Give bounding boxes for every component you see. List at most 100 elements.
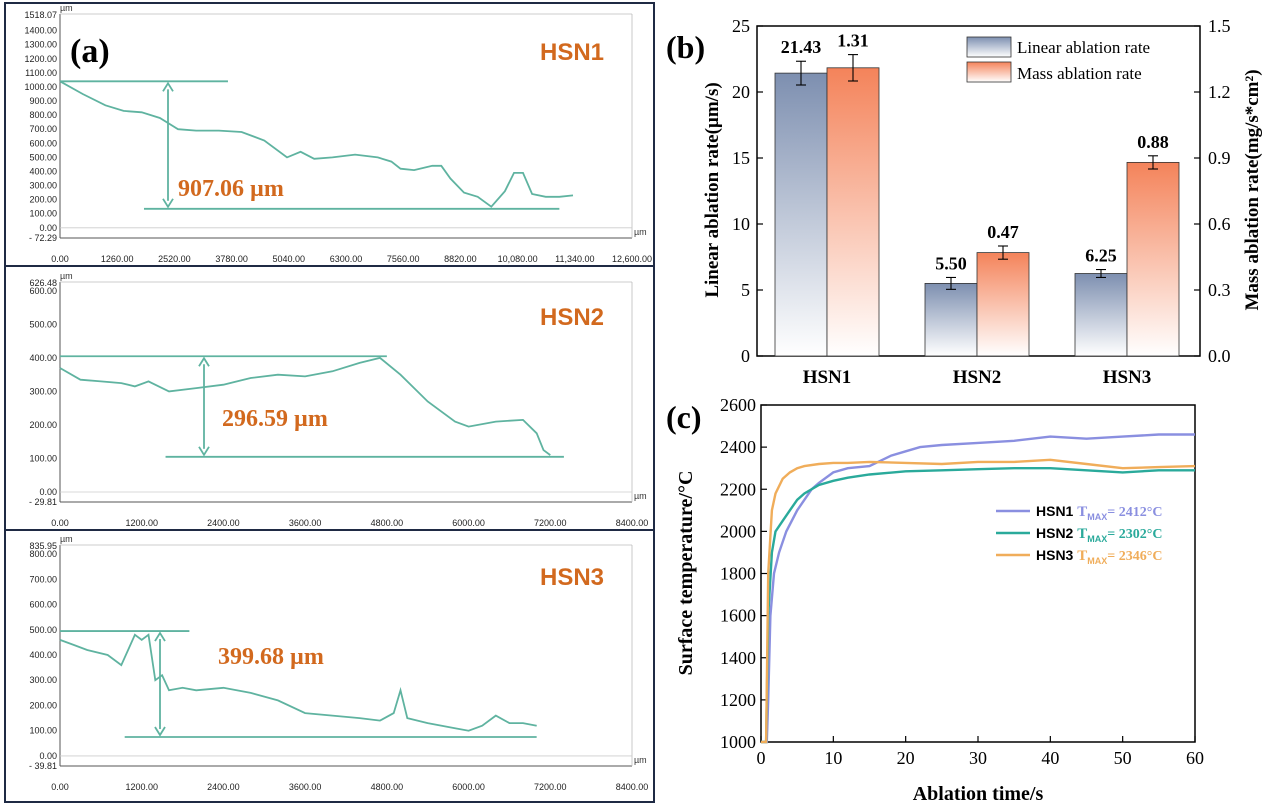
profile-x-tick-label: 8400.00 (616, 782, 649, 792)
depth-value-label: 399.68 µm (218, 644, 324, 670)
temp-x-tick-label: 60 (1186, 748, 1204, 768)
profile-y-tick-label: 600.00 (29, 600, 57, 610)
profile-x-tick-label: 1260.00 (101, 254, 134, 264)
profile-y-tick-label: 200.00 (29, 195, 57, 205)
bar-y2-axis-label: Mass ablation rate(mg/s*cm²) (1242, 69, 1263, 310)
profile-line (59, 80, 574, 208)
profile-y-unit: µm (60, 534, 73, 544)
temp-y-tick-label: 1800 (720, 564, 756, 584)
profile-hsn3: µmµm835.95800.00700.00600.00500.00400.00… (29, 534, 648, 792)
panel-b: (b) 0 5 10 15 20 25 0.0 0.3 0.6 0.9 1.2 1.5 HSN1 21.4… (666, 16, 1263, 388)
temp-x-tick-label: 0 (757, 748, 766, 768)
bar-category-label: HSN1 (803, 367, 852, 388)
profile-y-unit: µm (60, 3, 73, 13)
bar-value-label: 0.47 (987, 222, 1019, 242)
legend-label-linear: Linear ablation rate (1017, 38, 1150, 57)
profile-x-tick-label: 1200.00 (125, 518, 158, 528)
bar-y-tick-label: 15 (732, 148, 750, 168)
temp-x-axis-label: Ablation time/s (913, 783, 1044, 805)
profile-y-tick-label: 1100.00 (25, 68, 57, 78)
profile-y-tick-label: 200.00 (29, 700, 57, 710)
profile-x-tick-label: 3600.00 (289, 518, 322, 528)
profile-x-unit: µm (634, 227, 647, 237)
profile-y-tick-label: 100.00 (29, 726, 57, 736)
profile-y-tick-label: 0.00 (39, 487, 57, 497)
profile-y-tick-label: 500.00 (29, 319, 57, 329)
profile-y-tick-label: 300.00 (29, 675, 57, 685)
profile-x-tick-label: 0.00 (51, 518, 69, 528)
profile-y-tick-label: 600.00 (29, 286, 57, 296)
profile-x-tick-label: 8400.00 (616, 518, 649, 528)
panel-c: (c) 1000 1200 1400 1600 1800 2000 2200 2400 2600… (666, 395, 1204, 805)
profile-x-tick-label: 3600.00 (289, 782, 322, 792)
profile-y-tick-label: 0.00 (39, 751, 57, 761)
panel-a: (a) µmµm1518.071400.001300.001200.001100… (4, 2, 655, 803)
profile-y-tick-label: 300.00 (29, 181, 57, 191)
bar-chart: 0 5 10 15 20 25 0.0 0.3 0.6 0.9 1.2 1.5 HSN1 21.43 1.3… (732, 16, 1231, 388)
profile-y-tick-label: 0.00 (39, 223, 57, 233)
bar-value-label: 21.43 (781, 37, 822, 57)
profile-y-tick-label: 500.00 (29, 625, 57, 635)
profile-ymax-label: 835.95 (29, 541, 57, 551)
profile-x-tick-label: 2520.00 (158, 254, 191, 264)
temp-x-tick-label: 40 (1041, 748, 1059, 768)
temp-y-tick-label: 2000 (720, 521, 756, 541)
profile-y-tick-label: 700.00 (29, 124, 57, 134)
profile-y-tick-label: 600.00 (29, 138, 57, 148)
profile-y-tick-label: 900.00 (29, 96, 57, 106)
profile-ymin-label: - 29.81 (29, 497, 57, 507)
profile-x-tick-label: 6000.00 (452, 518, 485, 528)
temp-y-tick-label: 1200 (720, 690, 756, 710)
profile-x-tick-label: 4800.00 (371, 782, 404, 792)
bar-linear-hsn2 (924, 282, 978, 357)
bar-category-label: HSN3 (1103, 367, 1152, 388)
temp-y-tick-label: 1000 (720, 732, 756, 752)
profile-x-tick-label: 4800.00 (371, 518, 404, 528)
depth-arrow-head-bottom (198, 446, 210, 457)
profile-y-tick-label: 800.00 (29, 110, 57, 120)
panel-a-frame (4, 2, 655, 803)
bar-value-label: 0.88 (1137, 132, 1169, 152)
profile-x-tick-label: 3780.00 (215, 254, 248, 264)
profile-x-tick-label: 8820.00 (444, 254, 477, 264)
bar-mass-hsn3 (1126, 161, 1180, 357)
bar-y-tick-label: 20 (732, 82, 750, 102)
legend-label-hsn3: HSN3 TMAX= 2346°C (1036, 547, 1162, 566)
temp-x-tick-label: 50 (1114, 748, 1132, 768)
legend-label-hsn1: HSN1 TMAX= 2412°C (1036, 503, 1162, 522)
temp-line-hsn1 (761, 433, 1195, 744)
profile-y-tick-label: 1300.00 (24, 40, 57, 50)
profile-charts: µmµm1518.071400.001300.001200.001100.001… (24, 3, 652, 792)
bar-y-tick-label: 25 (732, 16, 750, 36)
depth-arrow-head-bottom (154, 726, 166, 737)
panel-a-label: (a) (70, 33, 110, 70)
profile-y-tick-label: 100.00 (29, 209, 57, 219)
temp-y-axis-label: Surface temperature/°C (675, 471, 697, 676)
temp-y-tick-label: 1400 (720, 648, 756, 668)
bar-category-label: HSN2 (953, 367, 1002, 388)
panel-b-label: (b) (666, 29, 705, 65)
temp-y-tick-label: 1600 (720, 606, 756, 626)
profile-x-unit: µm (634, 755, 647, 765)
profile-y-tick-label: 1400.00 (24, 26, 57, 36)
profile-ymin-label: - 72.29 (29, 233, 57, 243)
profile-y-tick-label: 400.00 (29, 166, 57, 176)
legend-label-mass: Mass ablation rate (1017, 64, 1142, 83)
bar-value-label: 5.50 (935, 253, 967, 273)
bar-mass-hsn1 (826, 67, 880, 357)
profile-hsn1: µmµm1518.071400.001300.001200.001100.001… (24, 3, 652, 264)
bar-value-label: 6.25 (1085, 246, 1117, 266)
profile-y-unit: µm (60, 271, 73, 281)
legend-swatch-mass (966, 61, 1012, 83)
sample-name-label: HSN1 (540, 39, 604, 66)
bar-value-label: 1.31 (837, 31, 869, 51)
bar-y-tick-label: 10 (732, 214, 750, 234)
bar-y-tick-label: 5 (741, 280, 750, 300)
profile-x-tick-label: 5040.00 (273, 254, 306, 264)
profile-y-tick-label: 500.00 (29, 152, 57, 162)
depth-value-label: 296.59 µm (222, 406, 328, 432)
profile-x-tick-label: 0.00 (51, 782, 69, 792)
bar-y2-tick-label: 0.0 (1208, 346, 1231, 366)
depth-arrow-head-bottom (162, 198, 174, 209)
bar-y2-tick-label: 1.2 (1208, 82, 1231, 102)
